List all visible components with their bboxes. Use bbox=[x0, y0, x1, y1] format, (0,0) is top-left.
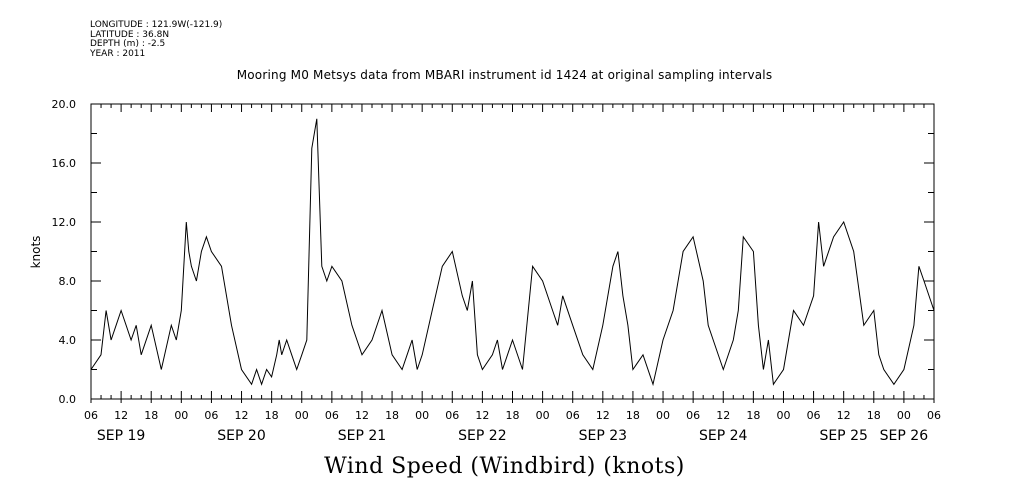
x-tick-label: 12 bbox=[355, 409, 369, 422]
y-tick-label: 0.0 bbox=[59, 393, 77, 406]
x-tick-label: 00 bbox=[776, 409, 790, 422]
bottom-label: Wind Speed (Windbird) (knots) bbox=[324, 454, 685, 479]
x-tick-label: 18 bbox=[385, 409, 399, 422]
plot-frame bbox=[90, 103, 935, 400]
x-day-label: SEP 23 bbox=[579, 428, 627, 444]
x-tick-label: 18 bbox=[265, 409, 279, 422]
x-day-label: SEP 26 bbox=[880, 428, 929, 444]
x-tick-label: 00 bbox=[295, 409, 309, 422]
x-day-labels: SEP 19 SEP 20 SEP 21 SEP 22 SEP 23 SEP 24 SEP … bbox=[97, 428, 928, 444]
x-tick-label: 12 bbox=[716, 409, 730, 422]
x-day-label: SEP 20 bbox=[217, 428, 265, 444]
y-axis-label: knots bbox=[29, 236, 43, 269]
x-day-label: SEP 19 bbox=[97, 428, 145, 444]
x-tick-label: 06 bbox=[445, 409, 459, 422]
wind-speed-line bbox=[90, 118, 935, 387]
x-tick-label: 06 bbox=[84, 409, 98, 422]
x-tick-label: 00 bbox=[415, 409, 429, 422]
x-day-label: SEP 24 bbox=[699, 428, 748, 444]
x-tick-label: 12 bbox=[475, 409, 489, 422]
x-tick-label: 18 bbox=[144, 409, 158, 422]
x-tick-label: 12 bbox=[235, 409, 249, 422]
x-tick-label: 06 bbox=[807, 409, 821, 422]
x-day-label: SEP 25 bbox=[819, 428, 867, 444]
x-tick-label: 18 bbox=[746, 409, 760, 422]
y-tick-label: 20.0 bbox=[52, 98, 77, 111]
x-day-label: SEP 22 bbox=[458, 428, 506, 444]
x-tick-label: 06 bbox=[927, 409, 941, 422]
x-tick-label: 00 bbox=[174, 409, 188, 422]
x-tick-label: 12 bbox=[837, 409, 851, 422]
x-tick-label: 12 bbox=[596, 409, 610, 422]
x-tick-label: 00 bbox=[656, 409, 670, 422]
axis-ticks bbox=[90, 103, 935, 403]
x-tick-label: 06 bbox=[566, 409, 580, 422]
chart-title: Mooring M0 Metsys data from MBARI instru… bbox=[236, 68, 773, 82]
y-tick-label: 8.0 bbox=[59, 275, 77, 288]
x-tick-label: 18 bbox=[506, 409, 520, 422]
x-tick-labels: 06 12 18 00 06 12 18 00 06 12 18 00 06 12 18 00 06 12 18 00… bbox=[84, 409, 941, 422]
x-tick-label: 18 bbox=[626, 409, 640, 422]
x-tick-label: 06 bbox=[325, 409, 339, 422]
meta-longitude: LONGITUDE : 121.9W(-121.9) bbox=[90, 20, 223, 30]
y-tick-label: 16.0 bbox=[52, 157, 77, 170]
x-tick-label: 18 bbox=[867, 409, 881, 422]
y-tick-label: 12.0 bbox=[52, 216, 77, 229]
x-tick-label: 06 bbox=[686, 409, 700, 422]
x-tick-label: 12 bbox=[114, 409, 128, 422]
y-tick-labels: 0.0 4.0 8.0 12.0 16.0 20.0 bbox=[52, 98, 77, 406]
station-metadata: LONGITUDE : 121.9W(-121.9) LATITUDE : 36… bbox=[90, 20, 223, 59]
meta-year: YEAR : 2011 bbox=[90, 48, 146, 59]
meta-latitude: LATITUDE : 36.8N bbox=[90, 29, 170, 40]
x-tick-label: 06 bbox=[204, 409, 218, 422]
x-tick-label: 00 bbox=[536, 409, 550, 422]
x-day-label: SEP 21 bbox=[338, 428, 386, 444]
meta-depth: DEPTH (m) : -2.5 bbox=[90, 39, 166, 49]
y-tick-label: 4.0 bbox=[59, 334, 77, 347]
x-tick-label: 00 bbox=[897, 409, 911, 422]
